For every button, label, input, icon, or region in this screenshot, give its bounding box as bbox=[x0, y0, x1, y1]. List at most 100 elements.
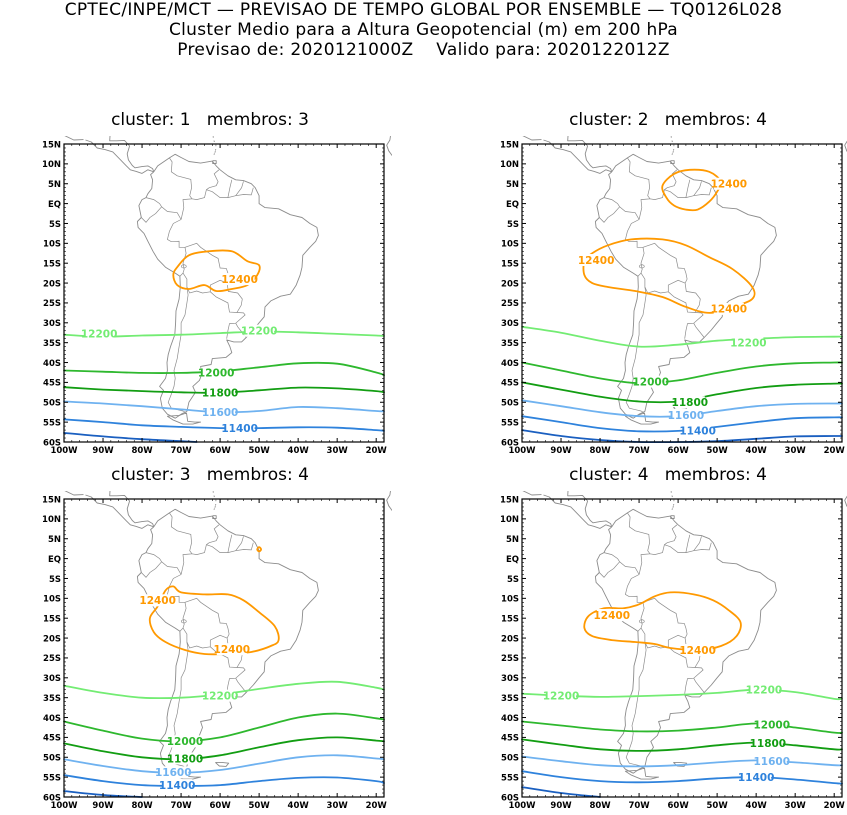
country-border bbox=[693, 181, 702, 196]
coastline bbox=[85, 139, 154, 174]
lon-label: 90W bbox=[92, 446, 114, 456]
country-border bbox=[599, 206, 620, 223]
lat-label: 20S bbox=[501, 279, 519, 289]
lon-label: 50W bbox=[249, 446, 271, 456]
country-border bbox=[184, 597, 230, 647]
country-border bbox=[141, 561, 162, 578]
coastline bbox=[522, 491, 542, 496]
contour-label: 12200 bbox=[746, 685, 783, 697]
lake bbox=[638, 619, 645, 624]
lat-label: EQ bbox=[48, 555, 61, 565]
lat-label: 15N bbox=[42, 140, 61, 150]
lon-label: 60W bbox=[667, 446, 689, 456]
lat-label: 25S bbox=[43, 654, 61, 664]
contour-label: 12200 bbox=[241, 326, 278, 338]
lat-label: 40S bbox=[43, 359, 61, 369]
contour-label-bg bbox=[169, 752, 200, 765]
country-border bbox=[182, 627, 211, 649]
contour-label: 11400 bbox=[159, 780, 196, 792]
contour-label-bg bbox=[748, 683, 779, 696]
contour-label-bg bbox=[756, 718, 787, 731]
lat-label: 10N bbox=[42, 160, 61, 170]
lat-label: 45S bbox=[43, 379, 61, 389]
lat-label: 30S bbox=[43, 319, 61, 329]
lat-label: 5S bbox=[49, 575, 61, 585]
lat-label: 5S bbox=[49, 220, 61, 230]
lat-label: 50S bbox=[43, 399, 61, 409]
country-border bbox=[664, 542, 712, 553]
lat-label: 10S bbox=[501, 595, 519, 605]
contour-label-bg bbox=[169, 735, 200, 748]
contour-label: 11600 bbox=[668, 410, 705, 422]
contour-label-bg bbox=[682, 643, 713, 656]
lat-label: 30S bbox=[43, 674, 61, 684]
contour-label: 12400 bbox=[139, 595, 176, 607]
panel-title: cluster: 2 membros: 4 bbox=[569, 110, 767, 130]
country-border bbox=[182, 272, 211, 294]
chart-title-line-3: Previsao de: 2020121000Z Valido para: 20… bbox=[177, 40, 670, 60]
contour-label: 11800 bbox=[167, 753, 204, 765]
lat-label: 50S bbox=[501, 754, 519, 764]
lat-label: 35S bbox=[501, 694, 519, 704]
contour-label: 11400 bbox=[221, 423, 258, 435]
coastline bbox=[64, 491, 84, 496]
contour-label: 11400 bbox=[679, 426, 716, 438]
contour-label-bg bbox=[142, 594, 173, 607]
contour-line bbox=[521, 755, 843, 768]
chart-title-line-2: Cluster Medio para a Altura Geopotencial… bbox=[168, 20, 679, 40]
lon-label: 70W bbox=[628, 446, 650, 456]
lon-label: 30W bbox=[327, 446, 349, 456]
country-border bbox=[693, 678, 705, 693]
lat-label: 10N bbox=[42, 515, 61, 525]
lat-label: 40S bbox=[501, 714, 519, 724]
lat-label: 45S bbox=[43, 734, 61, 744]
lon-label: 40W bbox=[746, 446, 768, 456]
contour-label: 12400 bbox=[679, 645, 716, 657]
map-panel-cluster-1: cluster: 1 membros: 3 12400 12200 12200 120… bbox=[0, 110, 420, 460]
lat-label: 5N bbox=[48, 535, 61, 545]
lat-label: 45S bbox=[501, 379, 519, 389]
contour-label: 11400 bbox=[738, 772, 775, 784]
contour-label: 12400 bbox=[593, 610, 630, 622]
contour-label: 12400 bbox=[578, 255, 615, 267]
map-frame bbox=[521, 498, 843, 798]
lat-label: 55S bbox=[501, 418, 519, 428]
lat-label: 10S bbox=[43, 595, 61, 605]
contour-label: 11600 bbox=[155, 767, 192, 779]
lat-label: 20S bbox=[501, 634, 519, 644]
lon-label: 20W bbox=[366, 446, 388, 456]
lat-label: 10N bbox=[500, 515, 519, 525]
lon-label: 100W bbox=[508, 446, 536, 456]
lat-label: 10N bbox=[500, 160, 519, 170]
contour-label-bg bbox=[733, 336, 764, 349]
contour-label-bg bbox=[158, 766, 189, 779]
lon-label: 70W bbox=[170, 446, 192, 456]
lake bbox=[180, 619, 187, 624]
panel-title: cluster: 4 membros: 4 bbox=[569, 465, 767, 485]
lat-label: 50S bbox=[501, 399, 519, 409]
contour-line bbox=[521, 361, 843, 385]
country-border bbox=[235, 181, 244, 196]
country-border bbox=[684, 312, 704, 339]
country-border bbox=[625, 641, 647, 769]
lon-label: 80W bbox=[589, 446, 611, 456]
coastline bbox=[166, 412, 202, 425]
lat-label: 30S bbox=[501, 674, 519, 684]
contour-line bbox=[63, 386, 385, 394]
contour-label-bg bbox=[224, 273, 255, 286]
lat-label: 20S bbox=[43, 634, 61, 644]
lat-label: 15N bbox=[42, 495, 61, 505]
lat-label: 35S bbox=[501, 339, 519, 349]
country-border bbox=[625, 286, 647, 414]
contour-label-bg bbox=[756, 755, 787, 768]
lat-label: EQ bbox=[48, 200, 61, 210]
contour-label: 12400 bbox=[221, 274, 258, 286]
country-border bbox=[167, 286, 189, 414]
lat-label: 30S bbox=[501, 319, 519, 329]
contour-label: 12000 bbox=[167, 736, 204, 748]
lat-label: 25S bbox=[43, 299, 61, 309]
coastline bbox=[212, 515, 217, 519]
lat-label: 15N bbox=[500, 495, 519, 505]
contour-label: 12400 bbox=[711, 179, 748, 191]
contour-line bbox=[63, 754, 385, 774]
